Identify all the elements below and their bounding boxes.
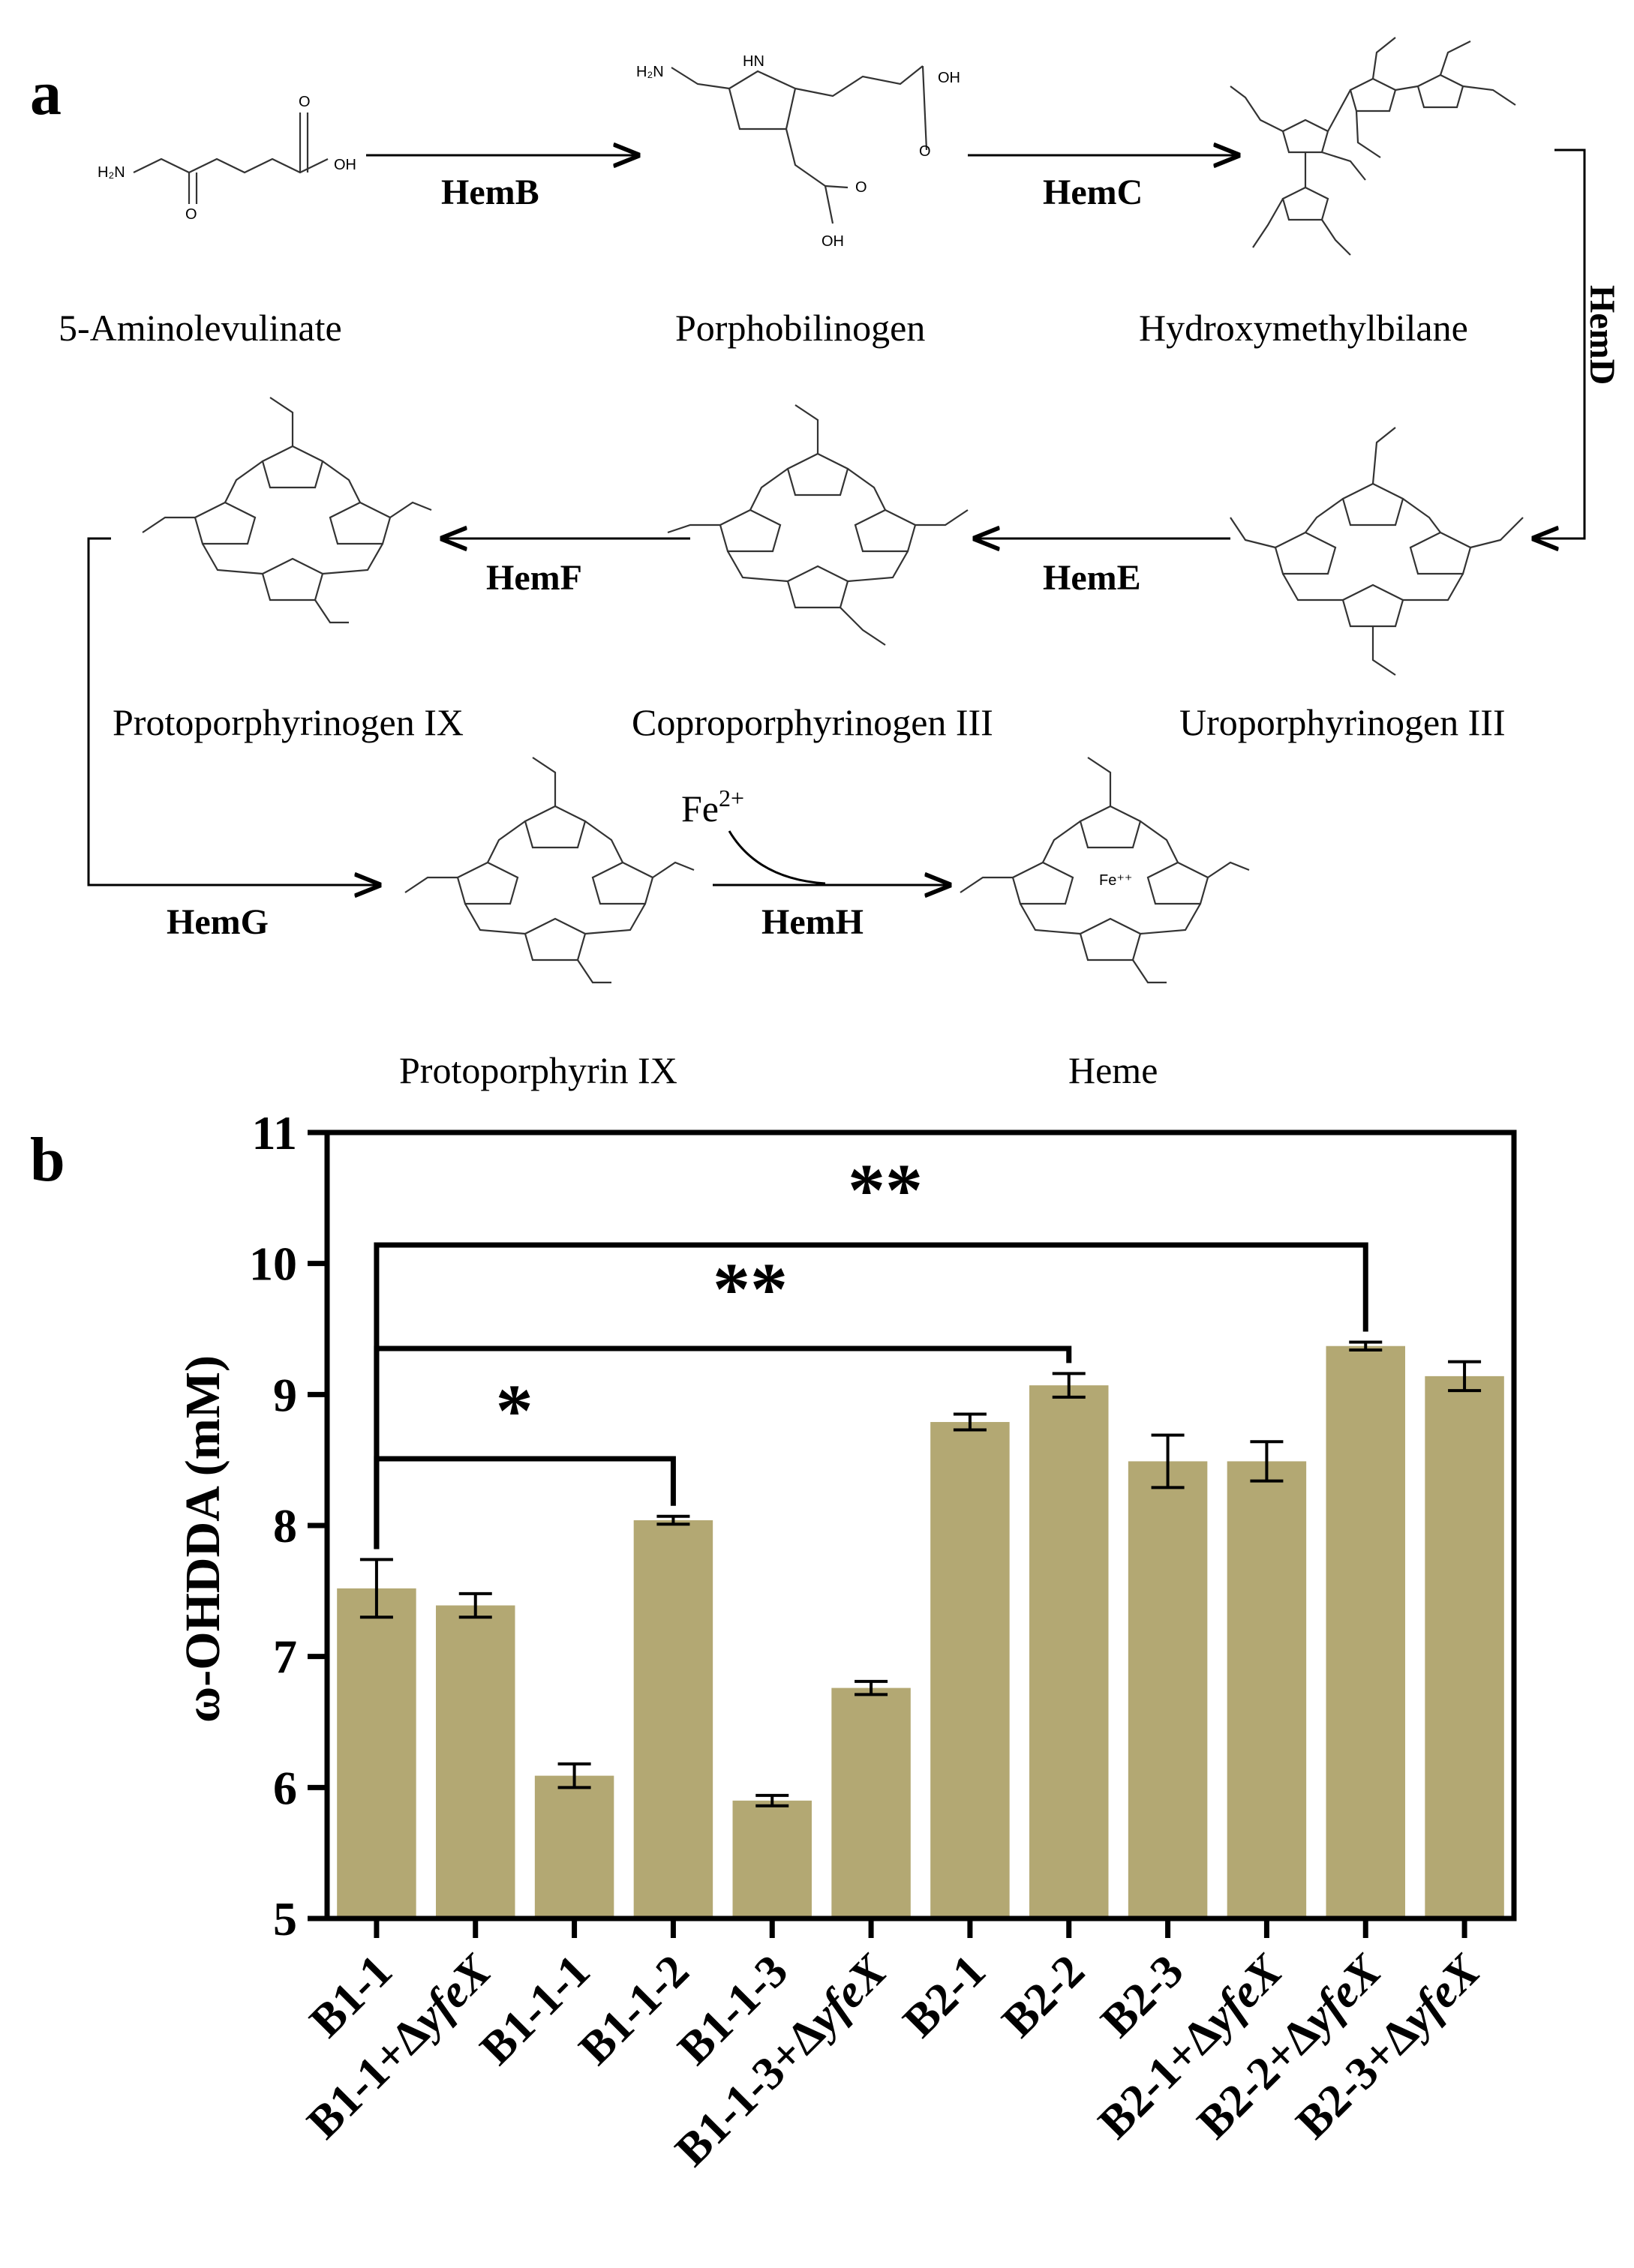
bar [1425, 1376, 1504, 1918]
error-bar [953, 1412, 987, 1432]
error-bar [1151, 1433, 1185, 1490]
atom-o: O [299, 94, 311, 110]
compound-aminolevulinate: 5-Aminolevulinate [59, 307, 342, 349]
bar [633, 1520, 713, 1918]
error-bar [855, 1679, 888, 1696]
x-tick-label: B1-1-1 [470, 1946, 599, 2074]
bar [1029, 1385, 1109, 1918]
enzyme-hemc: HemC [1043, 172, 1143, 212]
error-bar [755, 1793, 789, 1808]
x-tick-label: B2-2 [993, 1946, 1095, 2048]
atom-o: O [185, 206, 197, 223]
uroporphyrinogen-structure [1230, 427, 1524, 676]
atom-o: O [919, 143, 931, 160]
compound-heme: Heme [1068, 1049, 1158, 1091]
significance-label: * [496, 1369, 533, 1452]
y-tick-label: 6 [273, 1761, 297, 1814]
atom-fe: Fe⁺⁺ [1099, 872, 1132, 889]
atom-nh2: H₂N [636, 64, 664, 80]
enzyme-hemh: HemH [761, 902, 864, 942]
x-tick-label: B1-1-2 [569, 1946, 698, 2074]
y-tick-label: 9 [273, 1368, 297, 1421]
enzyme-heme: HemE [1043, 558, 1141, 598]
bar [1326, 1346, 1405, 1918]
bar [337, 1588, 416, 1918]
atom-oh: OH [822, 233, 844, 250]
plot-frame [324, 1130, 1517, 1922]
x-tick-label: B1-1+ΔyfeX [298, 1945, 502, 2149]
error-bar [1349, 1340, 1383, 1352]
bar [930, 1422, 1010, 1918]
y-tick-label: 8 [273, 1499, 297, 1552]
error-bar [557, 1762, 591, 1790]
bar [831, 1688, 911, 1918]
atom-oh: OH [334, 157, 356, 173]
enzyme-hemf: HemF [486, 558, 582, 598]
bar [1128, 1461, 1208, 1918]
x-tick-label: B2-1 [894, 1946, 996, 2048]
compound-hydroxymethylbilane: Hydroxymethylbilane [1139, 307, 1468, 349]
y-tick-label: 5 [273, 1892, 297, 1946]
compound-protoporphyrin: Protoporphyrin IX [399, 1049, 677, 1091]
y-tick-label: 11 [252, 1106, 297, 1160]
y-axis-label: ω-OHDDA (mM) [176, 1355, 230, 1723]
bar [436, 1605, 515, 1918]
protoporphyrin-structure [404, 757, 695, 984]
significance-bracket [374, 1456, 676, 1550]
arrow-hemg [87, 537, 379, 885]
arrow-fe-input [728, 830, 826, 885]
protoporphyrinogen-structure [142, 397, 432, 624]
compound-uroporphyrinogen: Uroporphyrinogen III [1179, 701, 1506, 743]
heme-structure [960, 757, 1250, 984]
bars [337, 1346, 1504, 1938]
x-tick-label-base: B1-1-1 [470, 1946, 599, 2074]
aminolevulinate-structure [133, 112, 329, 204]
arrow-hemd [1534, 148, 1586, 538]
enzyme-hemd: HemD [1582, 285, 1622, 385]
atom-o: O [855, 179, 867, 196]
cofactor-fe: Fe2+ [681, 784, 744, 830]
error-bar [1052, 1372, 1086, 1399]
significance-label: ** [848, 1148, 923, 1232]
y-axis-ticks: 5 6 7 8 9 10 11 [249, 1106, 327, 1946]
compound-coproporphyrinogen: Coproporphyrinogen III [632, 701, 993, 743]
compound-porphobilinogen: Porphobilinogen [675, 307, 925, 349]
atom-nh2: H₂N [98, 164, 125, 181]
y-tick-label: 10 [249, 1238, 297, 1291]
panel-a-label: a [30, 58, 62, 128]
enzyme-hemg: HemG [167, 902, 269, 942]
atom-hn: HN [743, 53, 764, 70]
panel-b-label: b [30, 1125, 65, 1195]
bar [732, 1800, 812, 1918]
error-bar [1448, 1360, 1482, 1393]
bar [1227, 1461, 1307, 1918]
coproporphyrinogen-structure [667, 404, 969, 646]
hydroxymethylbilane-structure [1230, 37, 1516, 256]
x-axis-labels: B1-1B1-1+ΔyfeXB1-1-1B1-1-2B1-1-3B1-1-3+Δ… [298, 1945, 1491, 2176]
x-tick-label-base: B2-1 [894, 1946, 996, 2048]
error-bar [458, 1592, 492, 1619]
error-bar [656, 1514, 690, 1526]
x-tick-label-base: B2-2 [993, 1946, 1095, 2048]
pathway-arrows [87, 148, 1586, 885]
significance-brackets: ***** [374, 1148, 1368, 1550]
error-bar [359, 1558, 393, 1619]
enzyme-hemb: HemB [441, 172, 539, 212]
error-bars [359, 1340, 1482, 1808]
significance-label: ** [713, 1247, 788, 1330]
x-tick-label-base: B1-1-2 [569, 1946, 698, 2074]
compound-protoporphyrinogen: Protoporphyrinogen IX [113, 701, 464, 743]
error-bar [1250, 1440, 1284, 1483]
atom-oh: OH [938, 70, 960, 86]
significance-bracket [374, 1242, 1368, 1550]
bar [534, 1775, 614, 1918]
y-tick-label: 7 [273, 1630, 297, 1684]
porphobilinogen-structure [671, 65, 928, 224]
